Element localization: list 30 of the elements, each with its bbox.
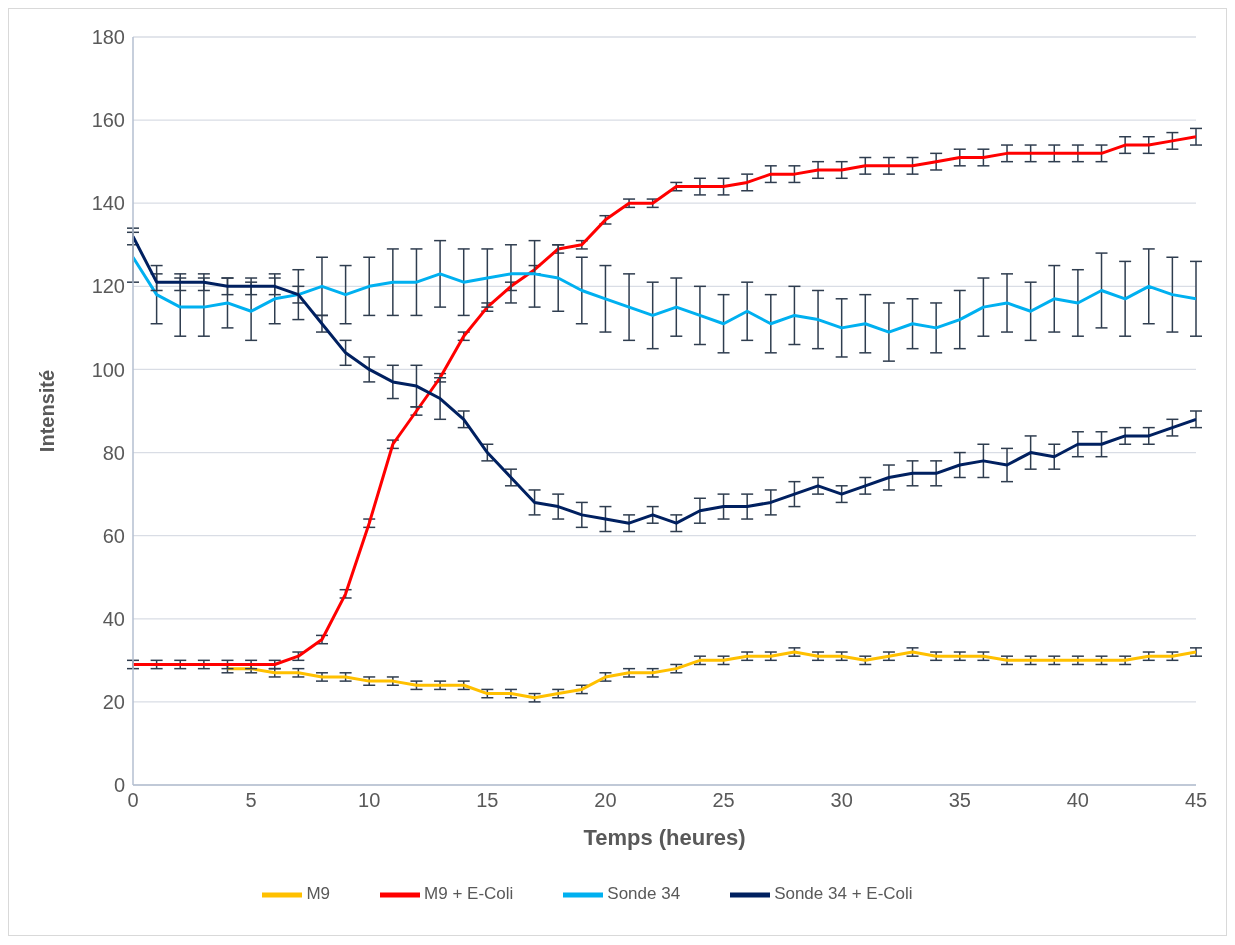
line-series [133, 255, 1196, 334]
x-tick-label: 45 [1184, 789, 1208, 812]
y-axis-title: Intensité [36, 369, 59, 453]
y-tick-label: 20 [102, 690, 125, 713]
y-tick-label: 60 [102, 524, 125, 547]
line-series [133, 234, 1196, 525]
line-series [133, 135, 1196, 666]
x-axis-title: Temps (heures) [583, 825, 746, 850]
x-tick-label: 5 [245, 789, 257, 812]
legend-label: M9 [306, 884, 331, 904]
y-tick-label: 40 [102, 607, 125, 630]
x-tick-label: 30 [830, 789, 853, 812]
y-tick-label: 160 [91, 109, 125, 132]
legend-label: M9 + E-Coli [424, 884, 514, 904]
y-tick-label: 100 [91, 358, 125, 381]
y-tick-label: 180 [91, 26, 125, 49]
line-series [225, 650, 1196, 700]
x-tick-label: 35 [948, 789, 971, 812]
x-tick-label: 40 [1066, 789, 1090, 812]
x-tick-label: 15 [476, 789, 499, 812]
x-tick-label: 0 [127, 789, 139, 812]
y-tick-label: 140 [91, 192, 125, 215]
y-tick-label: 0 [113, 774, 125, 797]
x-tick-label: 25 [712, 789, 735, 812]
y-tick-label: 120 [91, 275, 125, 298]
legend-label: Sonde 34 + E-Coli [774, 884, 913, 904]
legend-label: Sonde 34 [607, 884, 681, 904]
y-tick-label: 80 [102, 441, 125, 464]
x-tick-label: 10 [358, 789, 381, 812]
x-tick-label: 20 [594, 789, 617, 812]
